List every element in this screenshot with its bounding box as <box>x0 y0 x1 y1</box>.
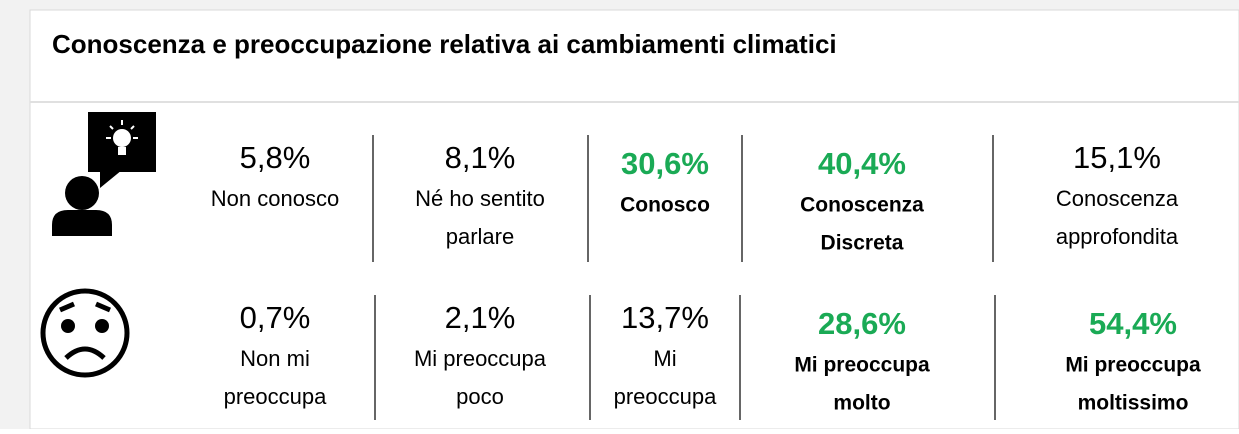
label: Discreta <box>821 232 904 255</box>
value: 2,1% <box>445 300 516 335</box>
label: Mi <box>653 346 676 371</box>
label: Conoscenza <box>800 194 924 217</box>
value: 30,6% <box>621 146 709 181</box>
label: Mi preoccupa <box>414 346 547 371</box>
label: Non mi <box>240 346 310 371</box>
label: Mi preoccupa <box>1065 354 1201 377</box>
label: poco <box>456 384 504 409</box>
label: Mi preoccupa <box>794 354 930 377</box>
label: parlare <box>446 224 514 249</box>
panel <box>29 9 1239 430</box>
label: Non conosco <box>211 186 339 211</box>
label: preoccupa <box>224 384 328 409</box>
label: approfondita <box>1056 224 1179 249</box>
label: preoccupa <box>614 384 718 409</box>
value: 40,4% <box>818 146 906 181</box>
worried-face-icon <box>40 288 130 378</box>
value: 54,4% <box>1089 306 1177 341</box>
value: 5,8% <box>240 140 311 175</box>
value: 15,1% <box>1073 140 1161 175</box>
label: Né ho sentito <box>415 186 545 211</box>
title: Conoscenza e preoccupazione relativa ai … <box>52 29 837 59</box>
label: Conoscenza <box>1056 186 1179 211</box>
value: 13,7% <box>621 300 709 335</box>
knowledge-icon <box>52 112 156 236</box>
label: molto <box>833 392 890 415</box>
label: moltissimo <box>1078 392 1189 415</box>
value: 28,6% <box>818 306 906 341</box>
value: 0,7% <box>240 300 311 335</box>
label: Conosco <box>620 194 710 217</box>
value: 8,1% <box>445 140 516 175</box>
